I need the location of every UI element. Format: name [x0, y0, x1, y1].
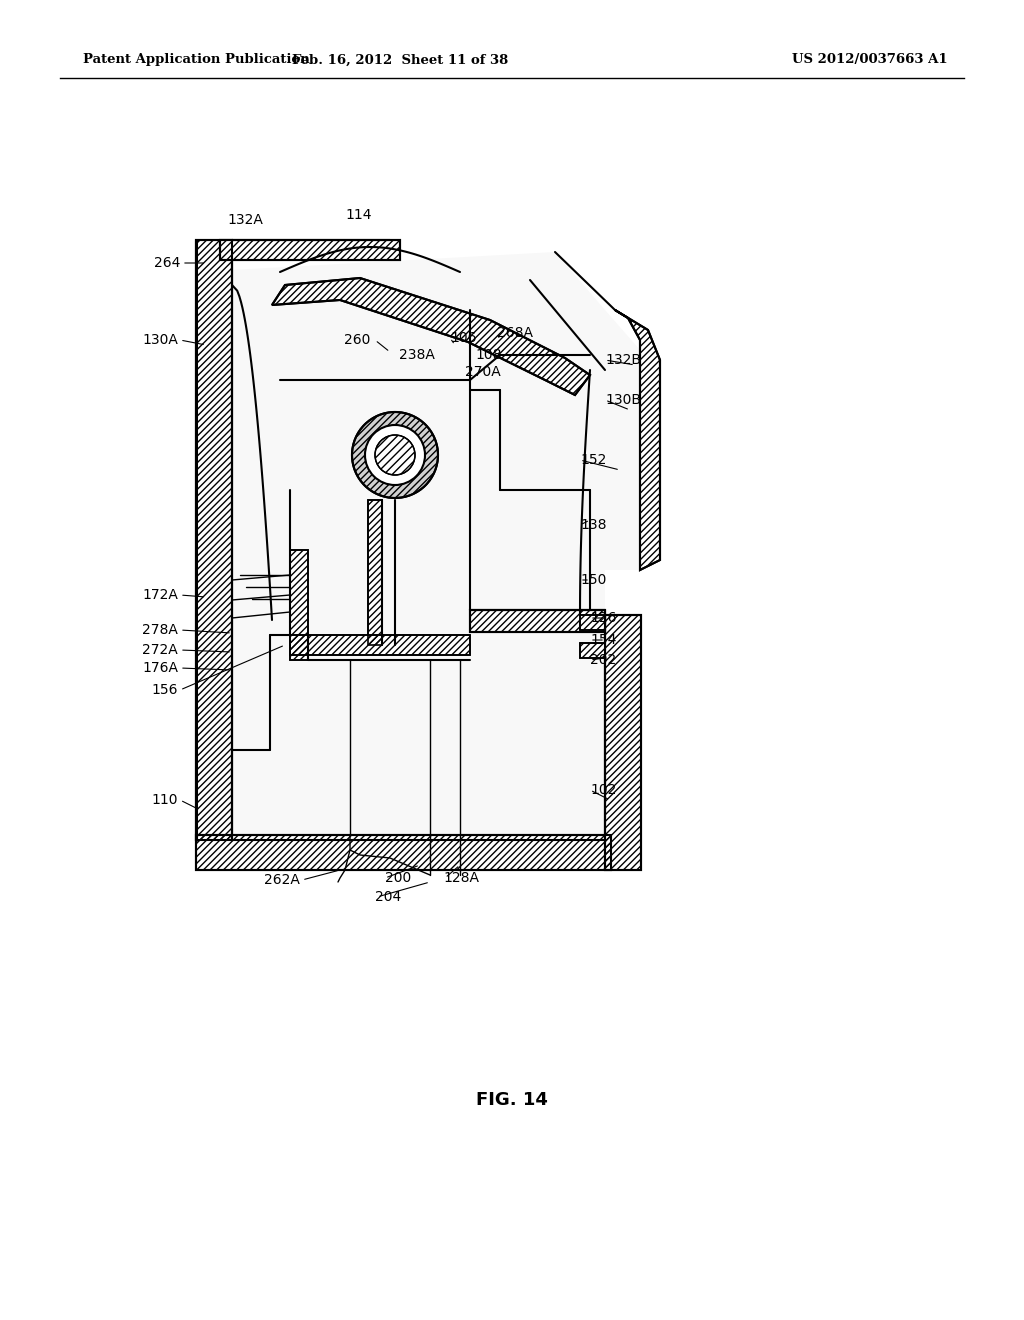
Polygon shape — [196, 836, 611, 870]
Text: 108: 108 — [475, 348, 502, 362]
Text: 176A: 176A — [142, 661, 178, 675]
Text: 154: 154 — [590, 634, 616, 647]
Text: 238A: 238A — [399, 348, 435, 362]
Circle shape — [365, 425, 425, 484]
Text: 128A: 128A — [443, 871, 479, 884]
Text: FIG. 14: FIG. 14 — [476, 1092, 548, 1109]
Text: 272A: 272A — [142, 643, 178, 657]
Polygon shape — [580, 615, 605, 630]
Text: 110: 110 — [152, 793, 178, 807]
Polygon shape — [470, 610, 605, 632]
Text: 200: 200 — [385, 871, 412, 884]
Circle shape — [375, 436, 415, 475]
Text: 130A: 130A — [142, 333, 178, 347]
Text: 262A: 262A — [264, 873, 300, 887]
Polygon shape — [580, 643, 605, 657]
Text: 268A: 268A — [497, 326, 534, 341]
Text: 204: 204 — [375, 890, 401, 904]
Polygon shape — [220, 240, 400, 260]
Polygon shape — [196, 240, 232, 840]
Text: 270A: 270A — [465, 366, 501, 379]
Text: Patent Application Publication: Patent Application Publication — [83, 54, 309, 66]
Polygon shape — [605, 615, 641, 870]
Text: US 2012/0037663 A1: US 2012/0037663 A1 — [793, 54, 948, 66]
Text: 126: 126 — [590, 611, 616, 624]
Text: 172A: 172A — [142, 587, 178, 602]
Text: 130B: 130B — [605, 393, 641, 407]
Text: 150: 150 — [580, 573, 606, 587]
Text: 152: 152 — [580, 453, 606, 467]
Text: 264: 264 — [154, 256, 180, 271]
Circle shape — [352, 412, 438, 498]
Polygon shape — [615, 310, 660, 570]
Text: 156: 156 — [152, 682, 178, 697]
Text: 132A: 132A — [227, 213, 263, 227]
Text: 102: 102 — [590, 783, 616, 797]
Polygon shape — [368, 500, 382, 645]
Text: 132B: 132B — [605, 352, 641, 367]
Text: 260: 260 — [344, 333, 370, 347]
Polygon shape — [272, 279, 590, 395]
Polygon shape — [232, 252, 640, 840]
Text: 106: 106 — [450, 331, 476, 345]
Polygon shape — [290, 635, 470, 655]
Polygon shape — [290, 550, 308, 660]
Text: 202: 202 — [590, 653, 616, 667]
Text: 138: 138 — [580, 517, 606, 532]
Text: 114: 114 — [345, 209, 372, 222]
Text: 278A: 278A — [142, 623, 178, 638]
Text: Feb. 16, 2012  Sheet 11 of 38: Feb. 16, 2012 Sheet 11 of 38 — [292, 54, 508, 66]
